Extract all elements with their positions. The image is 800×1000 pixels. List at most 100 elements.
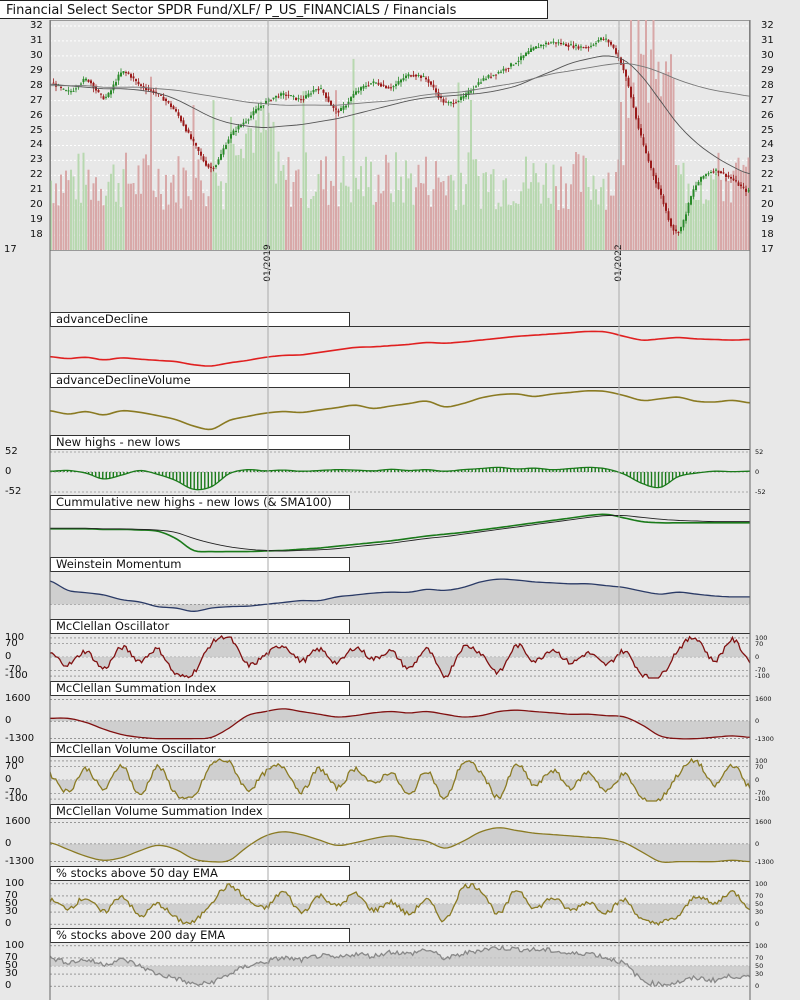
volume-bar <box>690 201 692 250</box>
candle-body <box>272 97 275 99</box>
volume-bar <box>70 169 72 250</box>
panel-y-label-right: 0 <box>755 840 760 849</box>
panel-y-label-left: -52 <box>5 486 22 497</box>
candle-body <box>152 90 155 93</box>
candle-body <box>432 84 435 88</box>
candle-body <box>110 90 112 95</box>
candle-body <box>120 72 122 77</box>
volume-bar <box>550 203 552 250</box>
volume-bar <box>300 198 302 250</box>
candle-body <box>670 218 672 227</box>
candle-body <box>687 203 690 213</box>
candle-body <box>700 176 702 182</box>
panel-y-label-right: -1300 <box>755 857 774 866</box>
candle-body <box>75 88 77 90</box>
panel-y-label-right: 0 <box>755 920 760 929</box>
panel-y-label-left: 70 <box>5 889 18 901</box>
volume-bar <box>282 165 285 250</box>
panel-y-label-left: 0 <box>5 715 12 727</box>
volume-bar <box>590 199 592 250</box>
volume-bar <box>517 203 520 250</box>
volume-bar <box>740 170 742 250</box>
volume-bar <box>387 162 390 250</box>
candle-body <box>367 85 370 87</box>
indicator-plot <box>50 757 750 802</box>
volume-bar <box>342 156 345 250</box>
indicator-fill <box>50 945 750 987</box>
volume-bar <box>160 194 162 250</box>
volume-bar <box>680 174 682 250</box>
candle-body <box>195 143 197 146</box>
candle-body <box>210 166 212 168</box>
volume-bar <box>207 196 210 250</box>
candle-body <box>575 44 577 46</box>
volume-bar <box>595 189 597 250</box>
volume-bar <box>85 184 87 250</box>
volume-bar <box>110 173 112 250</box>
volume-bar <box>670 54 672 251</box>
volume-bar <box>602 178 605 250</box>
volume-bar <box>645 20 647 251</box>
indicator-line <box>50 708 750 740</box>
volume-bar <box>112 164 115 250</box>
volume-bar <box>542 184 545 250</box>
volume-bar <box>437 177 440 250</box>
volume-bar <box>465 184 467 250</box>
volume-bar <box>62 192 65 250</box>
volume-bar <box>212 100 215 250</box>
candle-body <box>405 75 407 78</box>
volume-bar <box>230 117 232 250</box>
volume-bar <box>545 163 547 250</box>
price-y-tick-label: 28 <box>761 79 774 91</box>
candle-body <box>277 96 280 98</box>
volume-bar <box>700 180 702 250</box>
price-y-tick-label: 31 <box>761 34 774 46</box>
volume-bar <box>135 194 137 250</box>
volume-bar <box>642 54 645 250</box>
volume-bar <box>360 166 362 250</box>
candle-body <box>532 47 535 51</box>
volume-bar <box>152 190 155 250</box>
candle-body <box>620 57 622 65</box>
candle-body <box>582 47 585 49</box>
volume-bar <box>402 202 405 250</box>
volume-bar <box>630 20 632 250</box>
candle-body <box>52 82 55 84</box>
volume-bar <box>340 182 342 250</box>
volume-bar <box>187 196 190 250</box>
panel-separator <box>350 509 750 510</box>
volume-bar <box>462 204 465 250</box>
volume-bar <box>92 183 95 250</box>
candle-body <box>395 84 397 87</box>
candle-body <box>512 64 515 66</box>
candle-body <box>205 160 207 166</box>
volume-bar <box>447 175 450 250</box>
panel-y-label-left: -70 <box>5 787 22 799</box>
candle-body <box>585 47 587 49</box>
candle-body <box>660 188 662 195</box>
candle-body <box>740 184 742 187</box>
volume-bar <box>305 152 307 250</box>
volume-bar <box>445 195 447 250</box>
volume-bar <box>297 169 300 250</box>
volume-bar <box>157 168 160 250</box>
candle-body <box>492 74 495 76</box>
candle-body <box>97 90 100 93</box>
volume-bar <box>327 204 330 250</box>
indicator-line <box>50 513 750 553</box>
candle-body <box>340 108 342 111</box>
candle-body <box>597 40 600 42</box>
candle-body <box>647 153 650 162</box>
candle-body <box>572 45 575 48</box>
candle-body <box>500 71 502 73</box>
candle-body <box>540 44 542 47</box>
volume-bar <box>520 191 522 250</box>
candle-body <box>570 44 572 46</box>
volume-bar <box>405 160 407 250</box>
volume-bar <box>522 182 525 250</box>
volume-bar <box>655 79 657 250</box>
candle-body <box>695 185 697 190</box>
volume-bar <box>232 143 235 250</box>
candle-body <box>470 91 472 93</box>
volume-bar <box>242 158 245 250</box>
